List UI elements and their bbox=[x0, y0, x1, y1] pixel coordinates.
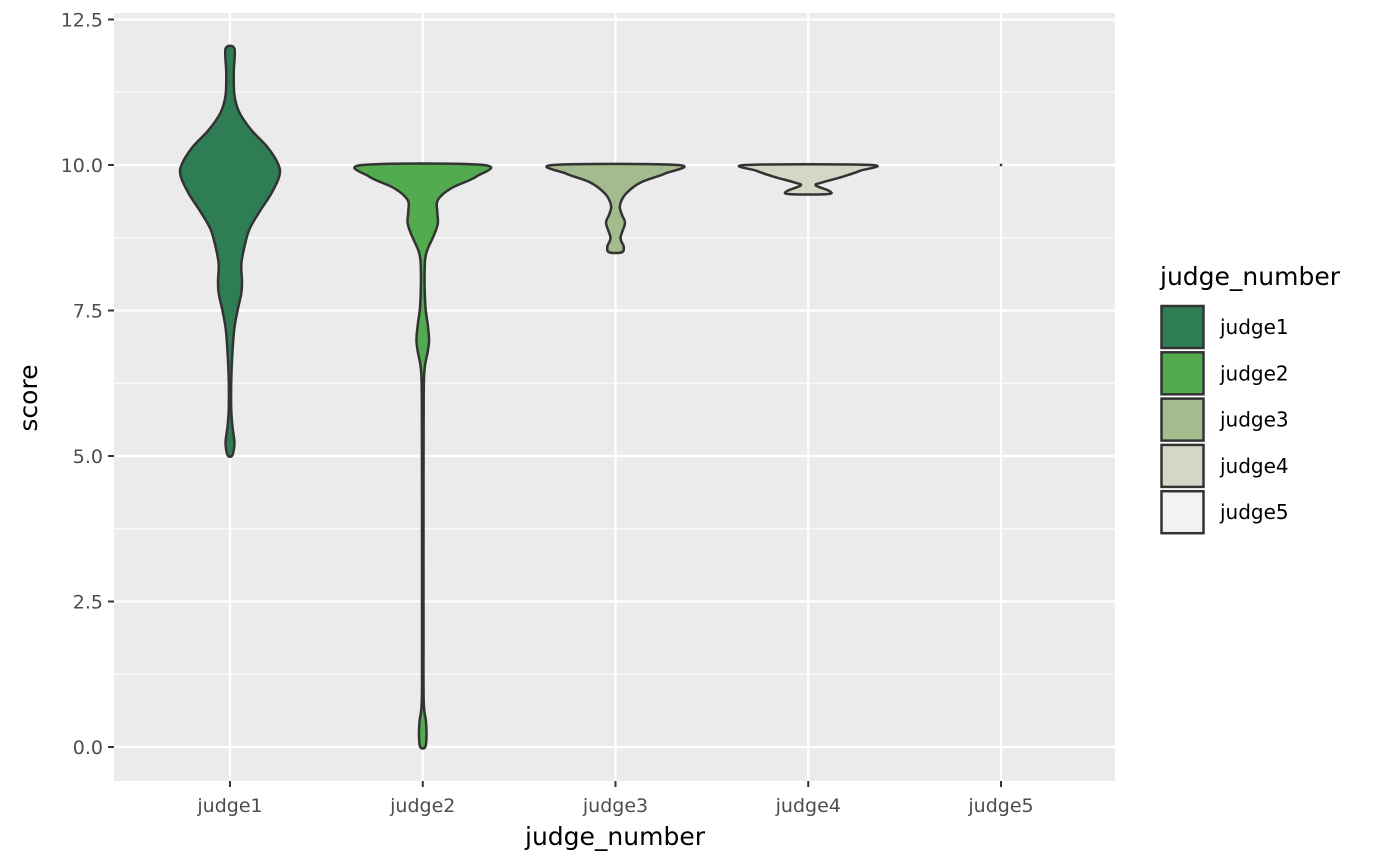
y-tick-label: 12.5 bbox=[61, 10, 103, 32]
violin-judge4 bbox=[737, 163, 879, 196]
y-axis-title: score bbox=[14, 364, 43, 431]
legend-key-judge2 bbox=[1160, 351, 1205, 396]
y-tick-label: 10.0 bbox=[61, 155, 103, 177]
legend-label-judge3: judge3 bbox=[1219, 408, 1289, 432]
legend-key-judge1 bbox=[1160, 304, 1205, 350]
legend-label-judge2: judge2 bbox=[1219, 361, 1289, 385]
x-axis: judge1 judge2 judge3 judge4 judge5 bbox=[196, 781, 1034, 817]
violin-judge3 bbox=[545, 162, 686, 255]
legend: judge_number judge1 judge2 judge3 judge4 jud… bbox=[1159, 262, 1341, 535]
legend-title: judge_number bbox=[1159, 262, 1341, 291]
x-tick-label: judge3 bbox=[582, 795, 648, 817]
legend-key-judge5 bbox=[1160, 489, 1205, 535]
x-tick-label: judge2 bbox=[389, 795, 455, 817]
y-tick-label: 5.0 bbox=[73, 446, 103, 468]
x-axis-title: judge_number bbox=[524, 822, 706, 851]
y-tick-label: 0.0 bbox=[73, 737, 103, 759]
violin-judge1 bbox=[178, 44, 282, 458]
violin-judge2 bbox=[353, 162, 493, 750]
legend-label-judge4: judge4 bbox=[1219, 454, 1289, 478]
legend-key-judge4 bbox=[1160, 443, 1205, 489]
y-tick-label: 2.5 bbox=[73, 592, 103, 614]
violins bbox=[178, 44, 1003, 750]
x-tick-label: judge4 bbox=[775, 795, 841, 817]
x-tick-label: judge1 bbox=[196, 795, 262, 817]
x-tick-label: judge5 bbox=[967, 795, 1033, 817]
legend-label-judge1: judge1 bbox=[1219, 315, 1289, 339]
y-axis: 0.0 2.5 5.0 7.5 10.0 12.5 bbox=[61, 10, 114, 759]
legend-label-judge5: judge5 bbox=[1219, 500, 1289, 524]
legend-key-judge3 bbox=[1160, 397, 1205, 442]
y-tick-label: 7.5 bbox=[73, 301, 103, 323]
